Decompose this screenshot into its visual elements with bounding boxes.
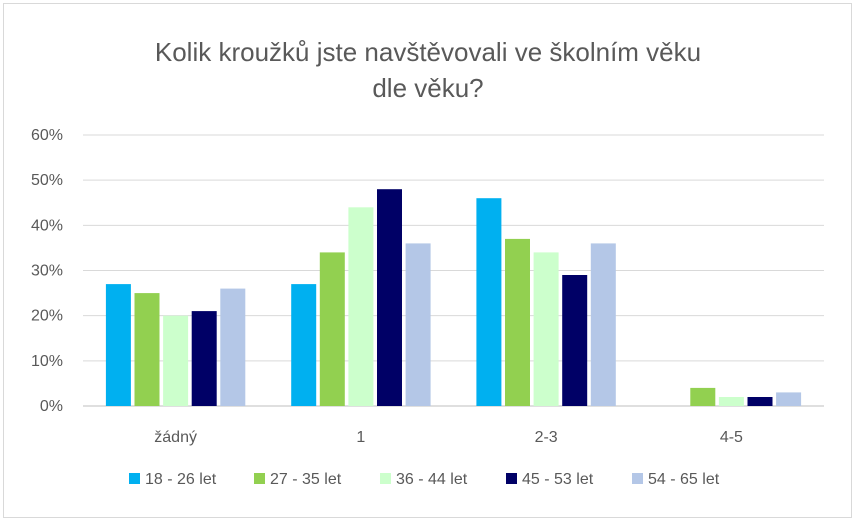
y-tick-label: 20% — [31, 308, 63, 325]
chart-title-line-1: Kolik kroužků jste navštěvovali ve školn… — [155, 37, 701, 67]
legend-swatch — [380, 473, 391, 484]
x-axis-labels: žádný 1 2-3 4-5 — [154, 429, 743, 446]
bar-2-3-series-4 — [562, 275, 588, 406]
legend: 18 - 26 let 27 - 35 let 36 - 44 let 45 - 53… — [129, 471, 720, 488]
legend-label: 36 - 44 let — [396, 471, 468, 488]
legend-label: 45 - 53 let — [522, 471, 594, 488]
bar-žádný-series-1 — [105, 284, 131, 406]
legend-label: 54 - 65 let — [648, 471, 720, 488]
y-tick-label: 30% — [31, 263, 63, 280]
bar-4-5-series-3 — [718, 397, 744, 406]
chart-title-line-2: dle věku? — [372, 73, 483, 103]
bar-žádný-series-4 — [191, 311, 217, 406]
chart-title: Kolik kroužků jste navštěvovali ve školn… — [155, 37, 701, 103]
y-tick-label: 10% — [31, 353, 63, 370]
bar-2-3-series-5 — [590, 243, 616, 406]
legend-swatch — [254, 473, 265, 484]
y-axis-ticks: 0% 10% 20% 30% 40% 50% 60% — [31, 127, 63, 415]
bar-1-series-4 — [377, 189, 402, 406]
chart-frame: Kolik kroužků jste navštěvovali ve školn… — [3, 3, 852, 518]
bar-2-3-series-2 — [505, 238, 530, 406]
bar-žádný-series-5 — [220, 288, 246, 406]
x-category-label: 1 — [356, 429, 365, 446]
y-tick-label: 40% — [31, 217, 63, 234]
bar-1-series-1 — [291, 284, 317, 406]
bar-4-5-series-5 — [776, 392, 802, 406]
x-category-label: 2-3 — [535, 429, 558, 446]
bar-4-5-series-2 — [690, 387, 716, 406]
x-category-label: 4-5 — [720, 429, 743, 446]
bar-1-series-3 — [348, 207, 374, 406]
bar-4-5-series-4 — [747, 397, 773, 406]
legend-label: 18 - 26 let — [145, 471, 217, 488]
y-tick-label: 0% — [40, 398, 63, 415]
y-tick-label: 50% — [31, 172, 63, 189]
bar-žádný-series-2 — [134, 293, 160, 406]
bar-2-3-series-3 — [533, 252, 559, 406]
legend-swatch — [632, 473, 643, 484]
chart-svg: Kolik kroužků jste navštěvovali ve školn… — [31, 37, 824, 488]
legend-swatch — [506, 473, 517, 484]
bar-1-series-5 — [405, 243, 431, 406]
bar-žádný-series-3 — [163, 315, 189, 406]
y-tick-label: 60% — [31, 127, 63, 144]
bar-2-3-series-1 — [476, 198, 502, 406]
legend-label: 27 - 35 let — [270, 471, 342, 488]
x-category-label: žádný — [154, 429, 197, 446]
bar-1-series-2 — [319, 252, 345, 406]
legend-swatch — [129, 473, 140, 484]
bars — [105, 189, 802, 406]
